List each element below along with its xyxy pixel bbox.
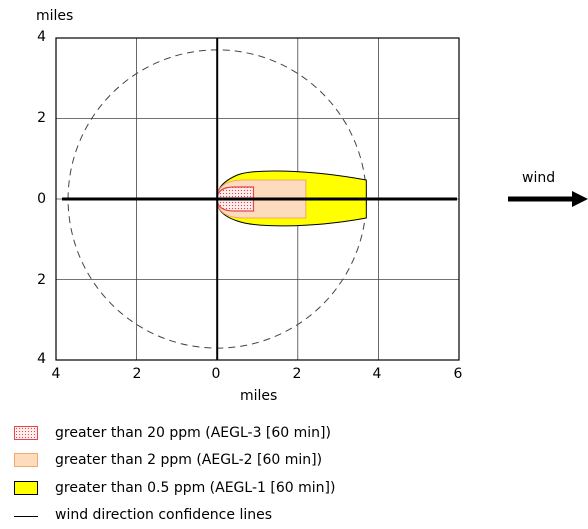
legend-item-aegl1: greater than 0.5 ppm (AEGL-1 [60 min]): [14, 480, 574, 498]
wind-arrow: [508, 191, 588, 207]
legend-item-confidence-lines: wind direction confidence lines: [14, 507, 574, 525]
legend-label: wind direction confidence lines: [55, 507, 272, 523]
aegl2-swatch: [14, 453, 38, 467]
y-tick-label: 4: [37, 29, 46, 45]
x-tick-label: 4: [372, 366, 382, 382]
y-tick-label: 2: [37, 272, 46, 288]
aegl1-swatch: [14, 481, 38, 495]
legend-label: greater than 0.5 ppm (AEGL-1 [60 min]): [55, 480, 336, 496]
y-tick-label: 0: [37, 191, 46, 207]
x-axis-title: miles: [240, 388, 278, 404]
x-tick-label: 4: [51, 366, 61, 382]
aegl3-swatch: [14, 426, 38, 440]
legend-label: greater than 2 ppm (AEGL-2 [60 min]): [55, 452, 323, 468]
x-tick-label: 2: [132, 366, 142, 382]
legend-label: greater than 20 ppm (AEGL-3 [60 min]): [55, 425, 331, 441]
x-tick-label: 6: [453, 366, 463, 382]
plot-frame: [55, 37, 460, 361]
confidence-line-swatch: [14, 516, 38, 517]
x-tick-label: 2: [292, 366, 302, 382]
y-tick-label: 4: [37, 351, 46, 367]
legend-item-aegl3: greater than 20 ppm (AEGL-3 [60 min]): [14, 425, 574, 443]
threat-zone-plot: [55, 37, 588, 361]
y-axis-title: miles: [36, 8, 74, 24]
wind-label: wind: [522, 170, 556, 186]
x-tick-label: 0: [211, 366, 221, 382]
y-tick-label: 2: [37, 110, 46, 126]
legend-item-aegl2: greater than 2 ppm (AEGL-2 [60 min]): [14, 452, 574, 470]
